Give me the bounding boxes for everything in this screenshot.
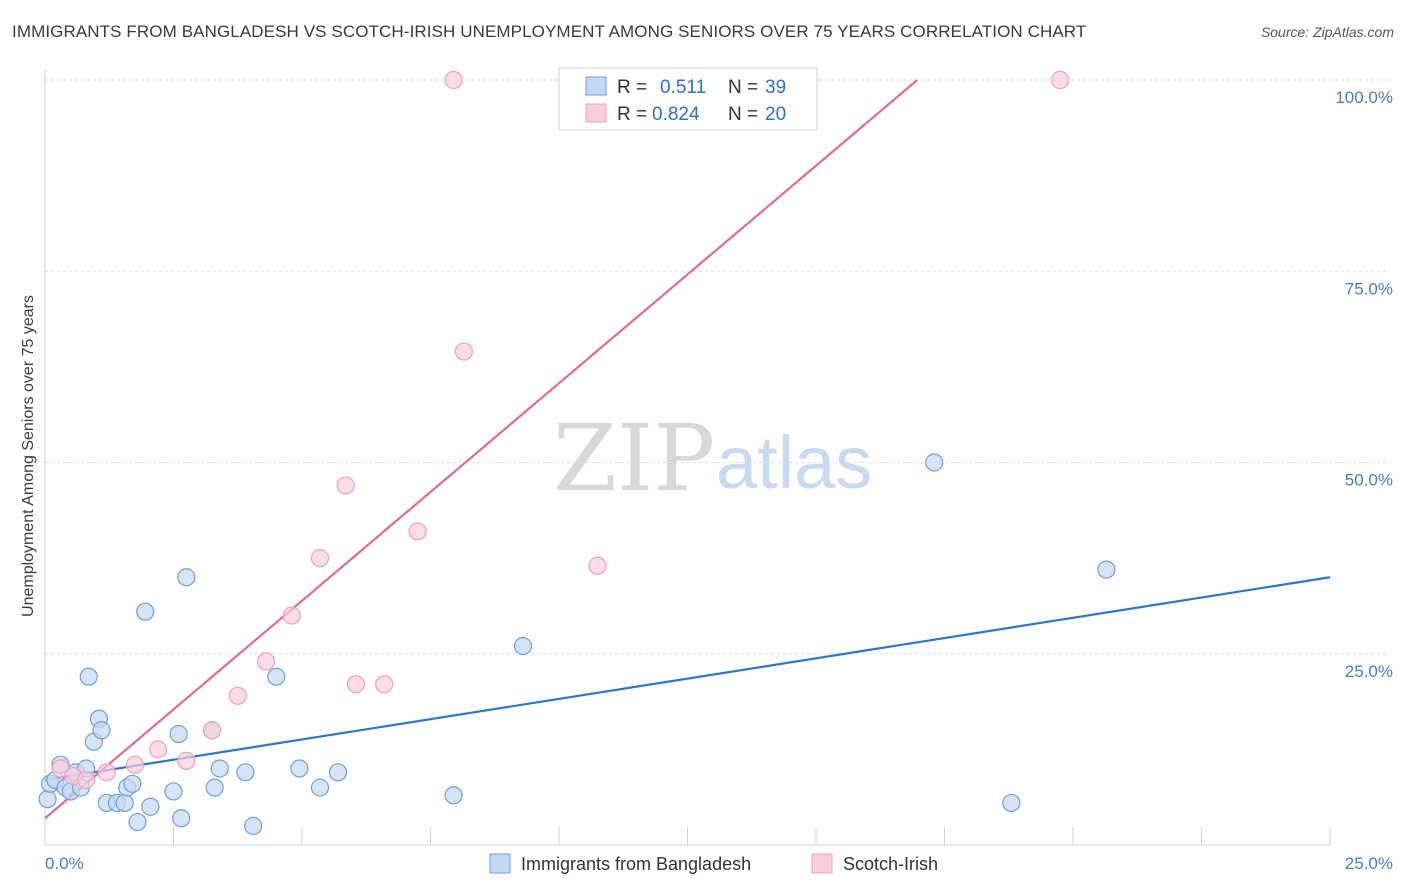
- legend-n-label-1: N =: [728, 77, 758, 98]
- point-bangladesh-15: [115, 793, 134, 813]
- trend-lines: [44, 79, 1331, 820]
- point-bangladesh-30: [267, 667, 286, 686]
- axes: [44, 70, 1331, 846]
- x-tick-label-0: 0.0%: [45, 854, 84, 873]
- point-bangladesh-24: [177, 568, 196, 587]
- point-bangladesh-31: [290, 759, 309, 778]
- point-bangladesh-20: [141, 797, 160, 816]
- legend-bottom: Immigrants from Bangladesh Scotch-Irish: [489, 853, 938, 874]
- point-bangladesh-37: [1002, 793, 1021, 813]
- legend-n-value-1: 39: [765, 77, 786, 98]
- point-bangladesh-34: [444, 786, 463, 805]
- point-bangladesh-27: [210, 759, 229, 778]
- tick-labels: 25.0% 50.0% 75.0% 100.0% 0.0% 25.0%: [45, 88, 1393, 873]
- legend-swatch-bangladesh: [585, 76, 607, 96]
- legend-n-value-2: 20: [765, 104, 786, 125]
- point-bangladesh-23: [172, 809, 191, 828]
- point-scotch-irish-13: [346, 675, 366, 694]
- point-bangladesh-35: [513, 636, 533, 656]
- point-scotch-irish-11: [310, 549, 330, 568]
- point-scotch-irish-12: [336, 476, 355, 495]
- point-bangladesh-22: [169, 724, 188, 744]
- legend-bottom-label-scotch-irish: Scotch-Irish: [843, 854, 938, 874]
- trend-line-scotch-irish: [44, 79, 918, 820]
- point-bangladesh-33: [328, 763, 348, 782]
- point-bangladesh-29: [244, 816, 263, 835]
- y-axis-title: Unemployment Among Seniors over 75 years: [20, 295, 37, 617]
- legend-n-label-2: N =: [728, 104, 758, 125]
- point-bangladesh-25: [205, 778, 224, 797]
- point-scotch-irish-8: [228, 686, 247, 705]
- point-bangladesh-28: [236, 763, 255, 782]
- legend-r-value-2: 0.824: [652, 104, 700, 125]
- point-scotch-irish-6: [177, 751, 196, 770]
- point-scotch-irish-18: [588, 556, 607, 575]
- point-bangladesh-32: [310, 778, 330, 797]
- data-points: [38, 70, 1116, 835]
- point-scotch-irish-10: [282, 606, 301, 625]
- point-bangladesh-18: [128, 812, 147, 832]
- point-scotch-irish-16: [444, 70, 463, 90]
- point-bangladesh-0: [38, 789, 57, 809]
- trend-line-bangladesh: [44, 576, 1331, 782]
- y-tick-label-2: 75.0%: [1345, 279, 1393, 298]
- y-tick-label-3: 100.0%: [1335, 88, 1393, 107]
- point-scotch-irish-5: [148, 740, 168, 759]
- watermark-zip: ZIP: [553, 405, 715, 512]
- point-bangladesh-17: [123, 774, 142, 793]
- point-scotch-irish-19: [1051, 70, 1070, 90]
- legend-r-label-1: R =: [617, 77, 647, 98]
- point-bangladesh-38: [1097, 560, 1116, 579]
- watermark-atlas: atlas: [716, 421, 872, 504]
- point-scotch-irish-17: [454, 342, 474, 361]
- point-scotch-irish-4: [125, 755, 145, 774]
- legend-bottom-swatch-scotch-irish: [811, 853, 833, 874]
- point-bangladesh-21: [164, 782, 183, 801]
- legend-top: R = 0.511 N = 39 R = 0.824 N = 20: [558, 67, 818, 131]
- point-scotch-irish-15: [408, 522, 427, 541]
- point-bangladesh-19: [136, 602, 155, 621]
- point-scotch-irish-2: [77, 770, 96, 790]
- point-scotch-irish-14: [375, 675, 394, 694]
- legend-r-label-2: R =: [617, 104, 647, 125]
- point-scotch-irish-9: [256, 652, 276, 671]
- point-scotch-irish-3: [97, 763, 116, 782]
- y-tick-label-0: 25.0%: [1345, 662, 1393, 681]
- point-scotch-irish-7: [202, 721, 222, 740]
- legend-bottom-swatch-bangladesh: [489, 853, 511, 874]
- chart-title: IMMIGRANTS FROM BANGLADESH VS SCOTCH-IRI…: [12, 22, 1087, 41]
- point-bangladesh-12: [92, 721, 111, 740]
- legend-swatch-scotch-irish: [585, 103, 607, 123]
- x-tick-label-1: 25.0%: [1345, 854, 1393, 873]
- legend-r-value-1: 0.511: [660, 77, 706, 98]
- y-tick-label-1: 50.0%: [1345, 471, 1393, 490]
- source-label: Source: ZipAtlas.com: [1260, 24, 1394, 40]
- legend-bottom-label-bangladesh: Immigrants from Bangladesh: [521, 854, 751, 874]
- point-bangladesh-9: [79, 667, 98, 686]
- gridlines: [45, 79, 1390, 655]
- point-bangladesh-36: [925, 453, 944, 472]
